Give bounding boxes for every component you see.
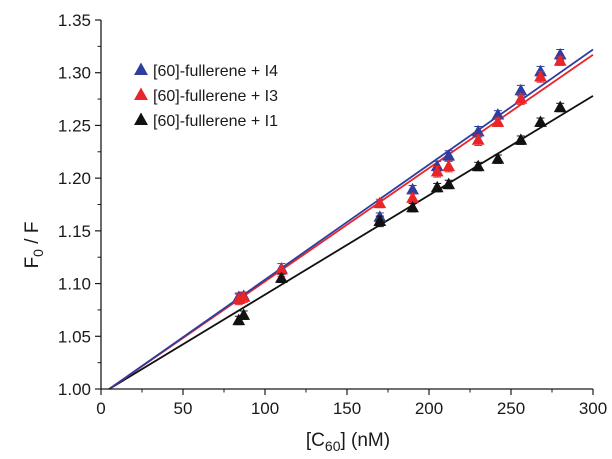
- y-axis-title-subscript: 0: [30, 249, 46, 257]
- x-tick-label: 100: [251, 399, 279, 418]
- data-point: [237, 290, 251, 302]
- axes: 0 50 100 150 200 250 300 1.00 1.05 1.10 1.15 1.20 1.…: [58, 11, 607, 418]
- data-point: [406, 182, 419, 195]
- legend-label: [60]-fullerene + I1: [153, 113, 278, 130]
- data-point: [471, 133, 485, 145]
- data-point: [406, 200, 419, 213]
- data-point: [553, 54, 567, 66]
- data-point: [491, 152, 505, 164]
- data-point: [514, 92, 528, 104]
- data-point: [406, 191, 419, 203]
- data-point: [534, 70, 547, 82]
- y-axis-title-suffix: / F: [22, 222, 43, 249]
- data-point: [553, 100, 567, 113]
- y-tick-label: 1.15: [58, 222, 91, 241]
- fit-line: [108, 95, 594, 390]
- x-tick-label: 300: [579, 399, 607, 418]
- legend-marker: [134, 87, 148, 101]
- legend-label: [60]-fullerene + I3: [153, 88, 278, 105]
- x-axis-title-prefix: [C: [306, 430, 325, 451]
- x-axis-title-subscript: 60: [325, 438, 341, 454]
- data-point: [237, 308, 251, 320]
- data-point: [471, 124, 485, 137]
- data-point: [373, 196, 387, 209]
- data-point: [442, 177, 456, 190]
- y-axis-title-prefix: F: [22, 257, 43, 269]
- y-tick-label: 1.30: [58, 64, 91, 83]
- x-axis-title-suffix: ] (nM): [340, 430, 390, 451]
- y-tick-label: 1.00: [58, 380, 91, 399]
- data-point: [430, 164, 444, 177]
- y-tick-label: 1.20: [58, 169, 91, 188]
- x-tick-label: 250: [497, 399, 525, 418]
- data-point: [491, 108, 505, 120]
- y-tick-label: 1.25: [58, 116, 91, 135]
- plot-area: [108, 47, 594, 390]
- data-point: [534, 115, 547, 127]
- data-point: [514, 133, 528, 145]
- fit-line: [108, 48, 594, 390]
- x-axis-title: [C60] (nM): [306, 430, 390, 454]
- legend-marker: [134, 112, 148, 126]
- x-tick-label: 200: [415, 399, 443, 418]
- data-point: [373, 214, 387, 226]
- y-tick-label: 1.35: [58, 11, 91, 30]
- legend-label: [60]-fullerene + I4: [153, 63, 278, 80]
- x-tick-label: 0: [96, 399, 105, 418]
- data-point: [275, 271, 288, 283]
- data-point: [514, 83, 528, 96]
- data-point: [471, 159, 485, 172]
- y-axis-title: F0 / F: [22, 222, 46, 269]
- y-tick-label: 1.05: [58, 327, 91, 346]
- legend-marker: [134, 62, 148, 76]
- data-point: [275, 263, 288, 275]
- data-point: [491, 115, 505, 127]
- legend: [60]-fullerene + I4 [60]-fullerene + I3 [6…: [134, 62, 278, 130]
- data-point: [442, 159, 456, 172]
- data-point: [430, 180, 444, 193]
- x-tick-label: 50: [174, 399, 193, 418]
- y-tick-label: 1.10: [58, 275, 91, 294]
- data-point: [442, 149, 456, 161]
- x-tick-label: 150: [333, 399, 361, 418]
